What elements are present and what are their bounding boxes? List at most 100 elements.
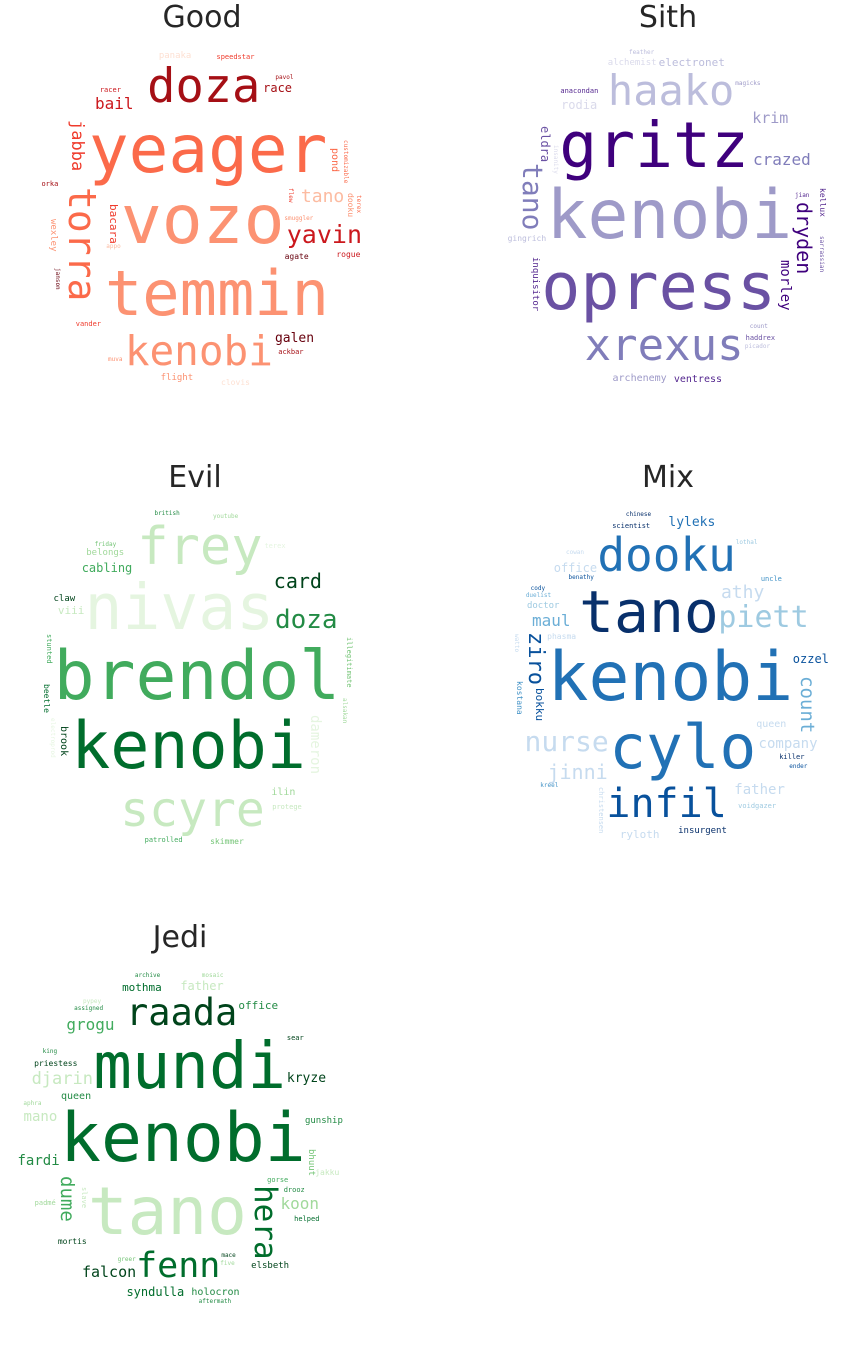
cloud-word: djarin: [31, 1068, 93, 1089]
cloud-word: dryden: [792, 202, 817, 275]
cloud-word: ozzel: [792, 652, 829, 667]
cloud-word: tano: [300, 186, 345, 208]
cloud-word: brook: [58, 725, 70, 756]
cloud-word: tano: [87, 1172, 247, 1250]
panel-title: Good: [162, 0, 242, 35]
cloud-word: fardi: [17, 1152, 60, 1169]
cloud-word: archenemy: [612, 372, 667, 384]
cloud-word: bokku: [533, 687, 547, 722]
cloud-word: mano: [23, 1108, 58, 1125]
cloud-word: sarrassian: [818, 236, 826, 273]
cloud-word: chinese: [625, 510, 652, 518]
cloud-word: dooku: [597, 527, 736, 582]
panel-title: Evil: [168, 460, 222, 495]
cloud-word: terex: [355, 194, 363, 213]
cloud-word: maul: [531, 610, 571, 630]
cloud-word: illegitimate: [345, 636, 354, 688]
cloud-word: nurse: [524, 725, 609, 759]
cloud-word: father: [734, 781, 785, 798]
cloud-word: patrolled: [144, 836, 183, 845]
cloud-word: speedstar: [216, 53, 255, 62]
cloud-word: kenobi: [546, 175, 793, 255]
cloud-word: vander: [75, 319, 102, 328]
cloud-word: skimmer: [210, 837, 244, 847]
cloud-word: electroprod: [48, 718, 56, 758]
cloud-word: flight: [160, 373, 194, 384]
cloud-word: gingrich: [507, 234, 547, 244]
cloud-word: kenobi: [71, 709, 306, 785]
cloud-word: picador: [744, 343, 771, 351]
cloud-word: jabba: [66, 119, 87, 172]
cloud-word: pond: [328, 148, 340, 173]
cloud-word: cowan: [565, 548, 585, 556]
panel-sith: Sith kenobi opress gritz xrexus haako tano dry…: [488, 0, 848, 420]
cloud-word: brendol: [53, 636, 341, 716]
cloud-word: kellux: [817, 188, 827, 218]
cloud-word: pypey: [83, 997, 102, 1005]
cloud-word: krim: [752, 109, 789, 128]
cloud-word: mundi: [93, 1030, 287, 1105]
cloud-word: wexley: [48, 218, 59, 252]
cloud-word: dume: [55, 1176, 78, 1222]
cloud-word: eldra: [538, 126, 553, 163]
cloud-word: feather: [628, 49, 655, 57]
cloud-word: youtube: [212, 512, 239, 520]
cloud-word: kostana: [514, 681, 524, 715]
cloud-word: alsakan: [340, 697, 348, 724]
cloud-word: fenn: [136, 1245, 221, 1286]
cloud-word: dameron: [306, 714, 323, 774]
cloud-word: queen: [60, 1090, 92, 1102]
cloud-word: rylo­th: [619, 827, 660, 841]
cloud-word: aphra: [23, 1100, 42, 1108]
cloud-word: torra: [60, 187, 105, 302]
cloud-word: janson: [54, 267, 62, 290]
cloud-word: watto: [513, 633, 521, 652]
cloud-word: padmé: [34, 1199, 56, 1208]
cloud-word: jinni: [547, 759, 608, 784]
cloud-word: ackbar: [278, 347, 304, 356]
cloud-word: dooku: [346, 192, 356, 218]
cloud-word: priestess: [34, 1059, 78, 1069]
cloud-word: haako: [607, 65, 735, 115]
cloud-word: mace: [221, 1251, 236, 1259]
cloud-word: insanity: [551, 144, 559, 174]
cloud-word: bail: [94, 93, 134, 113]
cloud-word: gunship: [304, 1116, 343, 1127]
cloud-word: archive: [134, 971, 161, 979]
cloud-word: cylo: [609, 712, 757, 784]
cloud-word: clovis: [221, 377, 250, 387]
cloud-word: stunted: [44, 634, 53, 664]
cloud-word: insurgent: [678, 826, 727, 837]
cloud-word: kenobi: [60, 1098, 306, 1178]
cloud-word: helped: [294, 1215, 320, 1224]
cloud-word: ender: [789, 763, 808, 771]
cloud-word: king: [42, 1048, 58, 1056]
cloud-word: aftermath: [198, 1298, 232, 1306]
cloud-word: viii: [57, 604, 85, 618]
cloud-word: friday: [94, 540, 117, 548]
word-cloud: kenobi opress gritz xrexus haako tano dryden cr…: [488, 0, 848, 420]
cloud-word: customizable: [341, 140, 349, 184]
cloud-word: alchemist: [607, 58, 657, 69]
cloud-word: killer: [779, 753, 805, 762]
cloud-word: duelist: [525, 591, 552, 599]
cloud-word: crazed: [752, 149, 811, 169]
cloud-word: opress: [541, 250, 777, 326]
cloud-word: vozo: [120, 180, 285, 260]
cloud-word: kenobi: [124, 326, 273, 375]
cloud-word: doza: [147, 59, 261, 115]
cloud-word: card: [273, 569, 322, 593]
cloud-word: sear: [286, 1034, 304, 1043]
cloud-word: rogue: [336, 249, 361, 259]
cloud-word: queen: [756, 718, 787, 730]
cloud-word: kenobi: [547, 637, 794, 717]
cloud-word: lyleks: [668, 514, 716, 530]
cloud-word: electronet: [658, 55, 725, 69]
cloud-word: falcon: [81, 1262, 137, 1281]
cloud-word: galen: [274, 331, 315, 347]
cloud-word: muva: [108, 356, 123, 364]
cloud-word: haddrex: [745, 334, 776, 343]
panel-evil: Evil brendol kenobi nivas frey scyre doza card…: [15, 460, 375, 880]
cloud-word: scientist: [612, 521, 651, 530]
cloud-word: athy: [720, 581, 765, 603]
